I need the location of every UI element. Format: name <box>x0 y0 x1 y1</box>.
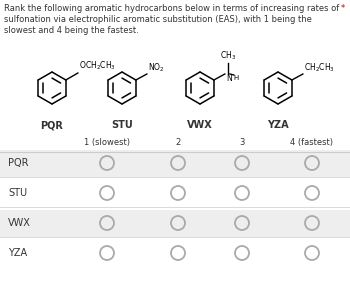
Text: PQR: PQR <box>8 158 28 168</box>
Text: NO$_2$: NO$_2$ <box>148 61 164 74</box>
Text: YZA: YZA <box>267 120 289 130</box>
Text: YZA: YZA <box>8 248 27 258</box>
Text: 2: 2 <box>175 138 181 147</box>
Text: CH$_3$: CH$_3$ <box>220 50 236 62</box>
FancyBboxPatch shape <box>0 209 350 236</box>
Text: *: * <box>341 4 345 13</box>
FancyBboxPatch shape <box>0 149 350 176</box>
FancyBboxPatch shape <box>0 179 350 206</box>
Text: OCH$_2$CH$_3$: OCH$_2$CH$_3$ <box>79 60 116 73</box>
Text: 3: 3 <box>239 138 245 147</box>
Text: VWX: VWX <box>187 120 213 130</box>
Text: 1 (slowest): 1 (slowest) <box>84 138 130 147</box>
Text: 4 (fastest): 4 (fastest) <box>290 138 334 147</box>
Text: STU: STU <box>111 120 133 130</box>
Text: STU: STU <box>8 188 27 198</box>
Text: CH$_2$CH$_3$: CH$_2$CH$_3$ <box>304 61 335 74</box>
Text: slowest and 4 being the fastest.: slowest and 4 being the fastest. <box>4 26 139 35</box>
Text: sulfonation via electrophilic aromatic substitution (EAS), with 1 being the: sulfonation via electrophilic aromatic s… <box>4 15 312 24</box>
Text: Rank the following aromatic hydrocarbons below in terms of increasing rates of: Rank the following aromatic hydrocarbons… <box>4 4 339 13</box>
Text: H: H <box>234 75 239 81</box>
Text: PQR: PQR <box>41 120 63 130</box>
Text: VWX: VWX <box>8 218 31 228</box>
FancyBboxPatch shape <box>0 239 350 266</box>
Text: N: N <box>226 74 232 83</box>
